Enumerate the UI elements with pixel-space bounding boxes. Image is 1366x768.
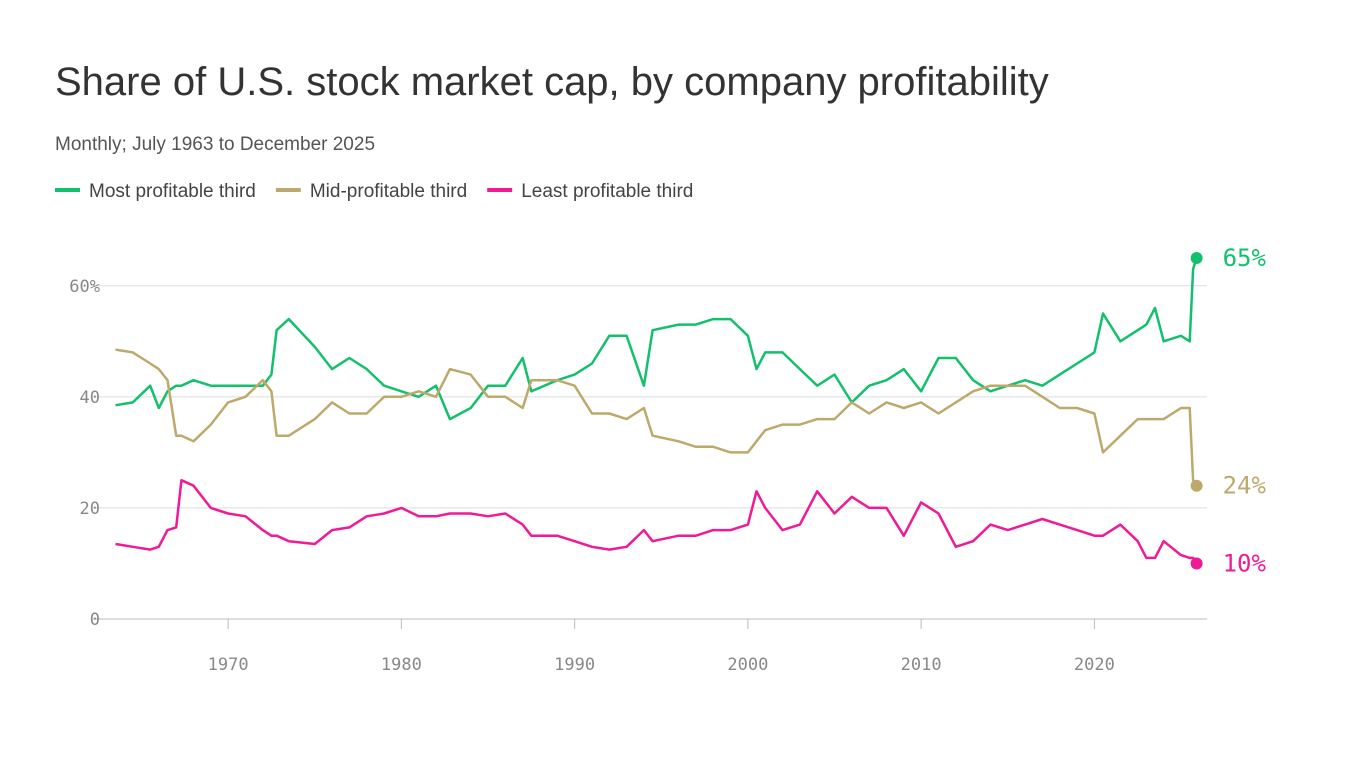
- x-tick-label: 2010: [901, 655, 942, 675]
- legend-label: Most profitable third: [89, 181, 256, 202]
- legend-label: Least profitable third: [521, 181, 693, 202]
- chart-title: Share of U.S. stock market cap, by compa…: [55, 60, 1049, 104]
- series-line: [115, 257, 1198, 421]
- legend-label: Mid-profitable third: [310, 181, 467, 202]
- end-label: 24%: [1223, 472, 1267, 500]
- x-tick-label: 1970: [208, 655, 249, 675]
- x-tick-label: 1980: [381, 655, 422, 675]
- x-tick-label: 2020: [1074, 655, 1115, 675]
- series-line: [115, 478, 1198, 565]
- y-tick-label: 20: [80, 499, 100, 519]
- y-tick-label: 40: [80, 388, 100, 408]
- y-tick-label: 0: [90, 610, 100, 630]
- end-point: [1190, 252, 1203, 264]
- end-label: 65%: [1223, 244, 1267, 272]
- series-line: [115, 348, 1198, 487]
- x-tick-label: 2000: [727, 655, 768, 675]
- legend: Most profitable third Mid-profitable thir…: [55, 181, 693, 202]
- end-point: [1190, 557, 1203, 570]
- chart-subtitle: Monthly; July 1963 to December 2025: [55, 134, 375, 155]
- end-label: 10%: [1223, 549, 1267, 577]
- y-tick-label: 60%: [69, 277, 100, 297]
- end-point: [1190, 479, 1203, 492]
- x-tick-label: 1990: [554, 655, 595, 675]
